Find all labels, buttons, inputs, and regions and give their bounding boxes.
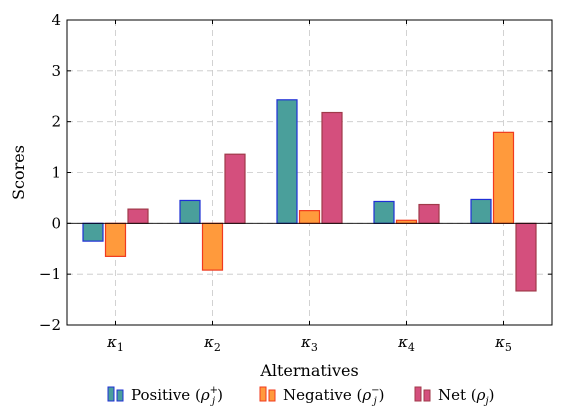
legend-swatch-positive — [116, 389, 124, 402]
y-tick-labels: −2 −1 0 1 2 3 4 — [39, 11, 552, 334]
y-tick-label: −1 — [39, 265, 61, 283]
grid-lines — [67, 20, 552, 325]
bar-net-1 — [127, 208, 149, 224]
x-tick-label: κ4 — [397, 333, 415, 354]
y-axis-title: Scores — [9, 145, 28, 200]
legend-swatch-negative — [259, 386, 267, 402]
bar-positive-1 — [82, 222, 104, 242]
bar-positive-4 — [373, 200, 395, 224]
x-tick-label: κ2 — [203, 333, 221, 354]
bar-positive-5 — [470, 198, 492, 224]
bar-negative-2 — [201, 222, 224, 271]
legend: Positive (ρ+ j) Negative (ρ− j) Net (ρj) — [107, 385, 494, 407]
bar-negative-4 — [395, 219, 418, 224]
bar-positive-2 — [179, 199, 201, 224]
x-tick-label: κ3 — [300, 333, 318, 354]
legend-label-positive: Positive (ρ+ j) — [131, 385, 223, 407]
legend-label-net: Net (ρj) — [438, 386, 494, 407]
y-tick-label: 4 — [51, 11, 61, 29]
x-tick-labels: κ1 κ2 κ3 κ4 κ5 — [106, 20, 512, 354]
bar-net-2 — [224, 153, 246, 224]
legend-swatch-positive — [107, 386, 115, 402]
bar-negative-5 — [492, 131, 515, 224]
bar-negative-3 — [298, 210, 321, 224]
bar-positive-3 — [276, 99, 298, 224]
bar-negative-1 — [104, 222, 127, 257]
x-axis-title: Alternatives — [259, 361, 358, 380]
y-tick-label: 2 — [51, 113, 61, 131]
y-tick-label: 1 — [51, 164, 61, 182]
y-tick-label: 0 — [51, 214, 61, 232]
legend-swatch-negative — [268, 389, 276, 402]
y-tick-label: −2 — [39, 316, 61, 334]
legend-swatch-net — [414, 386, 422, 402]
legend-swatch-net — [423, 389, 431, 402]
legend-label-negative: Negative (ρ− j) — [283, 385, 385, 407]
x-tick-label: κ5 — [494, 333, 512, 354]
bar-net-3 — [321, 111, 343, 224]
y-tick-label: 3 — [51, 62, 61, 80]
bar-net-4 — [418, 203, 440, 224]
x-tick-label: κ1 — [106, 333, 124, 354]
bar-net-5 — [515, 222, 537, 292]
